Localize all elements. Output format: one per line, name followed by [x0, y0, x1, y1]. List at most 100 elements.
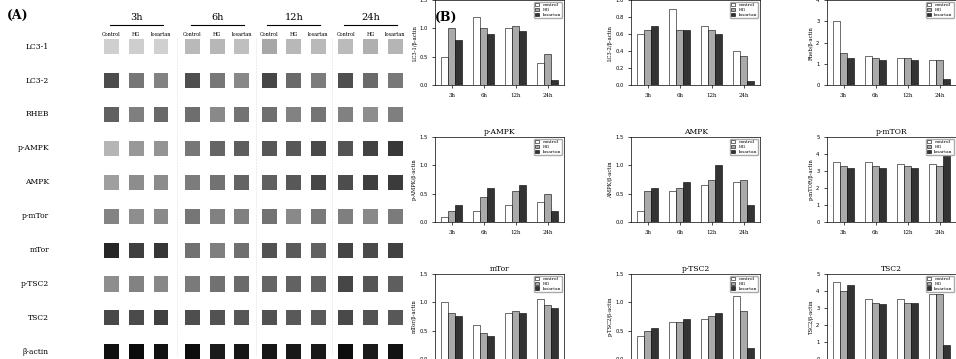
Bar [129, 175, 143, 190]
Text: Control: Control [337, 32, 356, 37]
Bar [552, 211, 558, 222]
Bar [262, 344, 276, 359]
Bar [185, 311, 200, 326]
Bar [262, 209, 276, 224]
Bar [644, 191, 651, 222]
Bar [209, 141, 225, 156]
Bar [473, 325, 480, 359]
Bar [944, 345, 950, 359]
Bar [519, 31, 527, 85]
Bar [880, 168, 886, 222]
Bar [363, 175, 378, 190]
Y-axis label: p-AMPK/β-actin: p-AMPK/β-actin [412, 159, 418, 200]
Bar [154, 311, 168, 326]
Y-axis label: LC3-1/β-actin: LC3-1/β-actin [412, 25, 418, 61]
Bar [209, 344, 225, 359]
Bar [388, 276, 402, 292]
Bar [154, 243, 168, 258]
Legend: control, HG, losartan: control, HG, losartan [730, 276, 758, 292]
Bar [311, 243, 326, 258]
Bar [651, 25, 659, 85]
Legend: control, HG, losartan: control, HG, losartan [534, 2, 562, 18]
Bar [287, 107, 301, 122]
Text: Control: Control [184, 32, 202, 37]
Bar [338, 209, 354, 224]
Bar [104, 344, 120, 359]
Bar [676, 322, 684, 359]
Text: HG: HG [132, 32, 141, 37]
Bar [904, 166, 911, 222]
Bar [363, 141, 378, 156]
Bar [480, 334, 488, 359]
Bar [715, 34, 723, 85]
Bar [311, 276, 326, 292]
Bar [154, 107, 168, 122]
Text: 12h: 12h [285, 13, 303, 22]
Text: Control: Control [102, 32, 121, 37]
Bar [287, 209, 301, 224]
Bar [684, 182, 690, 222]
Bar [488, 188, 494, 222]
Bar [519, 185, 527, 222]
Text: mTor: mTor [30, 246, 49, 254]
Bar [262, 39, 276, 54]
Bar [519, 313, 527, 359]
Bar [104, 141, 120, 156]
Bar [708, 30, 715, 85]
Bar [154, 73, 168, 88]
Bar [740, 56, 748, 85]
Text: HG: HG [213, 32, 222, 37]
Bar [897, 164, 904, 222]
Bar [929, 60, 936, 85]
Bar [185, 209, 200, 224]
Bar [104, 39, 120, 54]
Bar [338, 39, 354, 54]
Bar [512, 311, 519, 359]
Title: p-mTOR: p-mTOR [876, 128, 907, 136]
Legend: control, HG, losartan: control, HG, losartan [926, 276, 954, 292]
Text: p-AMPK: p-AMPK [17, 144, 49, 152]
Text: losartan: losartan [231, 32, 252, 37]
Bar [388, 73, 402, 88]
Bar [669, 9, 676, 85]
Bar [185, 107, 200, 122]
Y-axis label: LC3-2/β-actin: LC3-2/β-actin [608, 25, 613, 61]
Title: AMPK: AMPK [684, 128, 707, 136]
Bar [840, 53, 847, 85]
Bar [748, 81, 754, 85]
Bar [209, 107, 225, 122]
Bar [287, 344, 301, 359]
Bar [676, 188, 684, 222]
Text: HG: HG [366, 32, 375, 37]
Bar [262, 175, 276, 190]
Bar [234, 276, 250, 292]
Bar [544, 194, 552, 222]
Bar [129, 243, 143, 258]
Bar [669, 191, 676, 222]
Bar [840, 291, 847, 359]
Bar [929, 164, 936, 222]
Bar [840, 166, 847, 222]
Bar [847, 58, 854, 85]
Bar [651, 328, 659, 359]
Bar [338, 344, 354, 359]
Title: mTor: mTor [490, 265, 510, 273]
Bar [442, 216, 448, 222]
Bar [904, 58, 911, 85]
Bar [129, 209, 143, 224]
Y-axis label: mTor/β-actin: mTor/β-actin [412, 299, 418, 333]
Bar [129, 39, 143, 54]
Bar [311, 311, 326, 326]
Text: TSC2: TSC2 [28, 314, 49, 322]
Bar [644, 331, 651, 359]
Bar [637, 336, 644, 359]
Bar [552, 308, 558, 359]
Bar [904, 303, 911, 359]
Legend: control, HG, losartan: control, HG, losartan [730, 2, 758, 18]
Bar [684, 30, 690, 85]
Bar [185, 175, 200, 190]
Bar [936, 294, 944, 359]
Bar [748, 205, 754, 222]
Legend: control, HG, losartan: control, HG, losartan [730, 139, 758, 155]
Bar [129, 107, 143, 122]
